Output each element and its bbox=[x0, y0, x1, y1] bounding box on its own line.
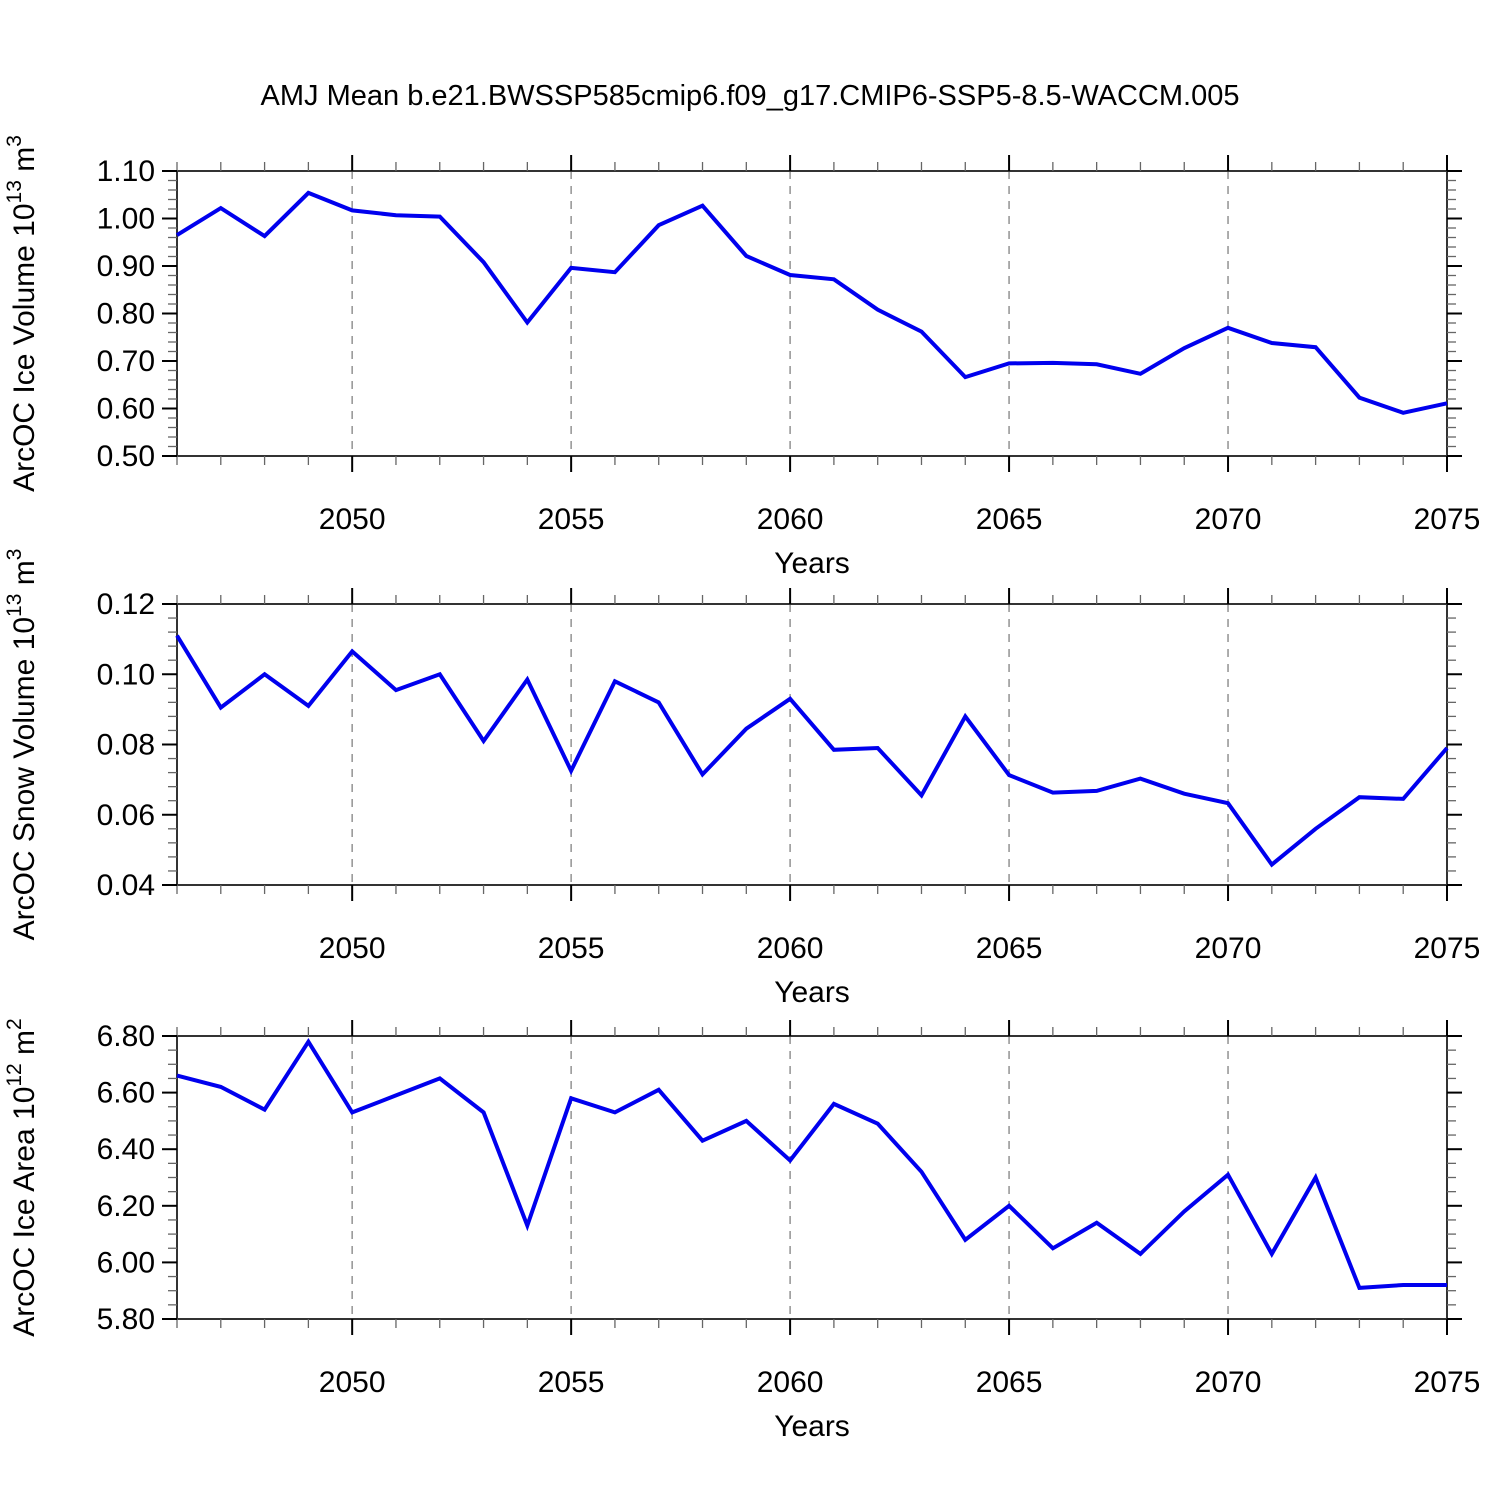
panel-ice-area: 6.80 6.60 6.40 6.20 6.00 5.80 2050 2055 2060 2065… bbox=[3, 1018, 1480, 1443]
x-tick-label: 2065 bbox=[976, 1366, 1043, 1399]
x-tick-label: 2055 bbox=[538, 503, 605, 536]
y-tick-label: 6.60 bbox=[97, 1077, 155, 1110]
y-tick-label: 6.80 bbox=[97, 1020, 155, 1053]
x-tick-label: 2050 bbox=[319, 932, 386, 965]
y-tick-label: 5.80 bbox=[97, 1303, 155, 1336]
x-tick-label: 2055 bbox=[538, 1366, 605, 1399]
x-tick-label: 2075 bbox=[1414, 503, 1481, 536]
y-tick-label: 6.20 bbox=[97, 1190, 155, 1223]
y-ticks bbox=[162, 170, 1462, 457]
y-tick-label: 0.90 bbox=[97, 250, 155, 283]
y-ticks bbox=[162, 603, 1462, 886]
x-axis-title: Years bbox=[774, 547, 850, 580]
x-tick-label: 2055 bbox=[538, 932, 605, 965]
y-tick-label: 0.08 bbox=[97, 729, 155, 762]
x-tick-label: 2060 bbox=[757, 503, 824, 536]
x-axis-title: Years bbox=[774, 976, 850, 1009]
y-tick-label: 6.00 bbox=[97, 1246, 155, 1279]
y-axis-title: ArcOC Ice Volume 1013 m3 bbox=[3, 135, 41, 492]
y-tick-label: 1.10 bbox=[97, 155, 155, 188]
data-line bbox=[176, 1037, 1447, 1290]
y-tick-label: 0.50 bbox=[97, 440, 155, 473]
y-ticks bbox=[162, 1035, 1462, 1320]
data-line bbox=[175, 190, 1448, 415]
x-tick-label: 2070 bbox=[1195, 503, 1262, 536]
x-tick-label: 2060 bbox=[757, 932, 824, 965]
y-tick-label: 0.80 bbox=[97, 298, 155, 331]
panel-snow-volume: 0.12 0.10 0.08 0.06 0.04 2050 2055 2060 2065 2070… bbox=[3, 549, 1480, 1009]
y-tick-label: 0.70 bbox=[97, 345, 155, 378]
y-tick-label: 0.60 bbox=[97, 393, 155, 426]
y-axis-title: ArcOC Ice Area 1012 m2 bbox=[3, 1018, 41, 1336]
x-tick-label: 2065 bbox=[976, 932, 1043, 965]
x-ticks bbox=[176, 588, 1448, 901]
x-tick-label: 2065 bbox=[976, 503, 1043, 536]
plot-frame bbox=[176, 1035, 1448, 1320]
x-tick-label: 2070 bbox=[1195, 932, 1262, 965]
x-ticks bbox=[176, 1020, 1448, 1335]
y-tick-label: 6.40 bbox=[97, 1133, 155, 1166]
x-ticks bbox=[176, 155, 1448, 472]
y-axis-title: ArcOC Snow Volume 1013 m3 bbox=[3, 549, 41, 941]
chart-title: AMJ Mean b.e21.BWSSP585cmip6.f09_g17.CMI… bbox=[260, 80, 1240, 112]
y-tick-label: 0.04 bbox=[97, 869, 155, 902]
y-tick-label: 0.12 bbox=[97, 588, 155, 621]
x-tick-label: 2050 bbox=[319, 503, 386, 536]
x-tick-label: 2060 bbox=[757, 1366, 824, 1399]
panel-ice-volume: 1.10 1.00 0.90 0.80 0.70 0.60 0.50 2050 2055 2060… bbox=[3, 135, 1480, 580]
x-axis-title: Years bbox=[774, 1410, 850, 1443]
y-tick-label: 1.00 bbox=[97, 203, 155, 236]
y-tick-label: 0.10 bbox=[97, 658, 155, 691]
x-tick-label: 2075 bbox=[1414, 1366, 1481, 1399]
data-line bbox=[175, 634, 1449, 868]
x-tick-label: 2050 bbox=[319, 1366, 386, 1399]
x-tick-label: 2075 bbox=[1414, 932, 1481, 965]
y-tick-label: 0.06 bbox=[97, 799, 155, 832]
x-tick-label: 2070 bbox=[1195, 1366, 1262, 1399]
